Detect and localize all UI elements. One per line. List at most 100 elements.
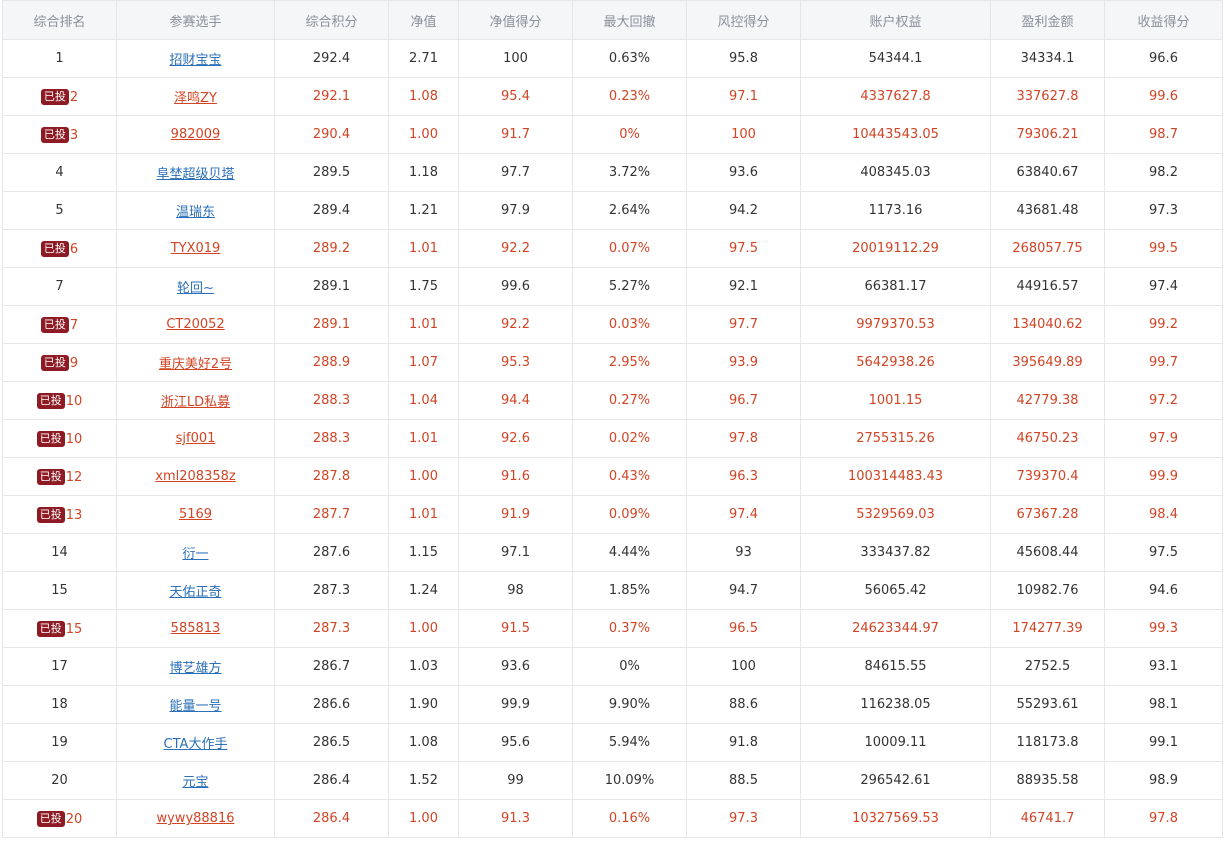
rank-number: 7 — [55, 279, 64, 294]
nav-score-cell: 97.7 — [458, 153, 573, 192]
player-link[interactable]: 阜埜超级贝塔 — [156, 167, 235, 182]
rank-cell: 已投 7 — [2, 305, 117, 344]
equity-cell: 20019112.29 — [800, 229, 991, 268]
player-link[interactable]: 982009 — [170, 127, 221, 142]
header-risk-score[interactable]: 风控得分 — [686, 0, 801, 40]
table-row: 已投 20 wywy88816 286.4 1.00 91.3 0.16% 97.3 10327… — [2, 799, 1223, 838]
player-link[interactable]: 衍一 — [182, 547, 209, 562]
player-link[interactable]: xml208358z — [155, 469, 236, 484]
profit-cell: 2752.5 — [990, 647, 1105, 686]
risk-score-cell: 93.6 — [686, 153, 801, 192]
return-score-cell: 93.1 — [1104, 647, 1223, 686]
equity-cell: 408345.03 — [800, 153, 991, 192]
header-rank[interactable]: 综合排名 — [2, 0, 117, 40]
max-drawdown-cell: 0.27% — [572, 381, 687, 420]
profit-cell: 118173.8 — [990, 723, 1105, 762]
rank-cell: 已投 3 — [2, 115, 117, 154]
score-cell: 288.3 — [274, 381, 389, 420]
nav-score-cell: 97.9 — [458, 191, 573, 230]
player-link[interactable]: TYX019 — [170, 241, 221, 256]
player-link[interactable]: 天佑正奇 — [169, 585, 222, 600]
equity-cell: 116238.05 — [800, 685, 991, 724]
player-link[interactable]: 5169 — [178, 507, 213, 522]
invested-badge: 已投 — [36, 430, 65, 447]
risk-score-cell: 97.1 — [686, 77, 801, 116]
equity-cell: 1001.15 — [800, 381, 991, 420]
max-drawdown-cell: 0.02% — [572, 419, 687, 458]
score-cell: 292.4 — [274, 39, 389, 78]
nav-score-cell: 98 — [458, 571, 573, 610]
score-cell: 287.3 — [274, 571, 389, 610]
header-return-score[interactable]: 收益得分 — [1104, 0, 1223, 40]
return-score-cell: 98.9 — [1104, 761, 1223, 800]
player-link[interactable]: 585813 — [170, 621, 221, 636]
nav-cell: 1.03 — [388, 647, 459, 686]
rank-cell: 20 — [2, 761, 117, 800]
player-link[interactable]: 招财宝宝 — [169, 53, 222, 68]
max-drawdown-cell: 0.16% — [572, 799, 687, 838]
return-score-cell: 98.4 — [1104, 495, 1223, 534]
nav-score-cell: 95.6 — [458, 723, 573, 762]
player-link[interactable]: 重庆美好2号 — [158, 357, 233, 372]
rank-cell: 已投 2 — [2, 77, 117, 116]
equity-cell: 5329569.03 — [800, 495, 991, 534]
score-cell: 290.4 — [274, 115, 389, 154]
nav-cell: 1.01 — [388, 419, 459, 458]
nav-score-cell: 91.9 — [458, 495, 573, 534]
header-player[interactable]: 参赛选手 — [116, 0, 275, 40]
risk-score-cell: 97.8 — [686, 419, 801, 458]
table-row: 已投 7 CT20052 289.1 1.01 92.2 0.03% 97.7 9979370.… — [2, 305, 1223, 344]
player-cell: 轮回~ — [116, 267, 275, 306]
header-max-drawdown[interactable]: 最大回撤 — [572, 0, 687, 40]
player-link[interactable]: 元宝 — [182, 775, 209, 790]
equity-cell: 24623344.97 — [800, 609, 991, 648]
profit-cell: 268057.75 — [990, 229, 1105, 268]
player-cell: 元宝 — [116, 761, 275, 800]
rank-number: 1 — [55, 51, 64, 66]
player-cell: wywy88816 — [116, 799, 275, 838]
rank-number: 14 — [51, 545, 68, 560]
table-row: 已投 15 585813 287.3 1.00 91.5 0.37% 96.5 24623344… — [2, 609, 1223, 648]
player-cell: 5169 — [116, 495, 275, 534]
player-link[interactable]: 博艺雄方 — [169, 661, 222, 676]
player-link[interactable]: 泽鸣ZY — [174, 91, 217, 106]
max-drawdown-cell: 0.07% — [572, 229, 687, 268]
risk-score-cell: 97.4 — [686, 495, 801, 534]
rank-cell: 19 — [2, 723, 117, 762]
table-row: 5 温瑞东 289.4 1.21 97.9 2.64% 94.2 1173.16 43681.4… — [2, 191, 1223, 230]
header-profit[interactable]: 盈利金额 — [990, 0, 1105, 40]
invested-badge: 已投 — [40, 126, 69, 143]
player-link[interactable]: CTA大作手 — [163, 737, 228, 752]
header-nav[interactable]: 净值 — [388, 0, 459, 40]
player-link[interactable]: wywy88816 — [156, 811, 235, 826]
equity-cell: 4337627.8 — [800, 77, 991, 116]
header-nav-score[interactable]: 净值得分 — [458, 0, 573, 40]
table-row: 15 天佑正奇 287.3 1.24 98 1.85% 94.7 56065.42 10982.… — [2, 571, 1223, 610]
player-link[interactable]: 温瑞东 — [175, 205, 215, 220]
rank-number: 6 — [69, 241, 79, 257]
rank-cell: 1 — [2, 39, 117, 78]
nav-cell: 1.90 — [388, 685, 459, 724]
table-row: 已投 10 浙江LD私募 288.3 1.04 94.4 0.27% 96.7 1001.15 4… — [2, 381, 1223, 420]
player-cell: 585813 — [116, 609, 275, 648]
player-link[interactable]: CT20052 — [166, 317, 225, 332]
score-cell: 286.4 — [274, 761, 389, 800]
player-link[interactable]: 轮回~ — [177, 281, 214, 296]
rank-cell: 已投 20 — [2, 799, 117, 838]
nav-score-cell: 95.3 — [458, 343, 573, 382]
risk-score-cell: 91.8 — [686, 723, 801, 762]
player-link[interactable]: sjf001 — [175, 431, 216, 446]
nav-score-cell: 93.6 — [458, 647, 573, 686]
nav-score-cell: 91.6 — [458, 457, 573, 496]
risk-score-cell: 92.1 — [686, 267, 801, 306]
equity-cell: 56065.42 — [800, 571, 991, 610]
header-equity[interactable]: 账户权益 — [800, 0, 991, 40]
profit-cell: 63840.67 — [990, 153, 1105, 192]
score-cell: 289.1 — [274, 267, 389, 306]
player-link[interactable]: 能量一号 — [169, 699, 222, 714]
invested-badge: 已投 — [36, 468, 65, 485]
player-link[interactable]: 浙江LD私募 — [160, 395, 231, 410]
return-score-cell: 98.7 — [1104, 115, 1223, 154]
equity-cell: 296542.61 — [800, 761, 991, 800]
header-score[interactable]: 综合积分 — [274, 0, 389, 40]
